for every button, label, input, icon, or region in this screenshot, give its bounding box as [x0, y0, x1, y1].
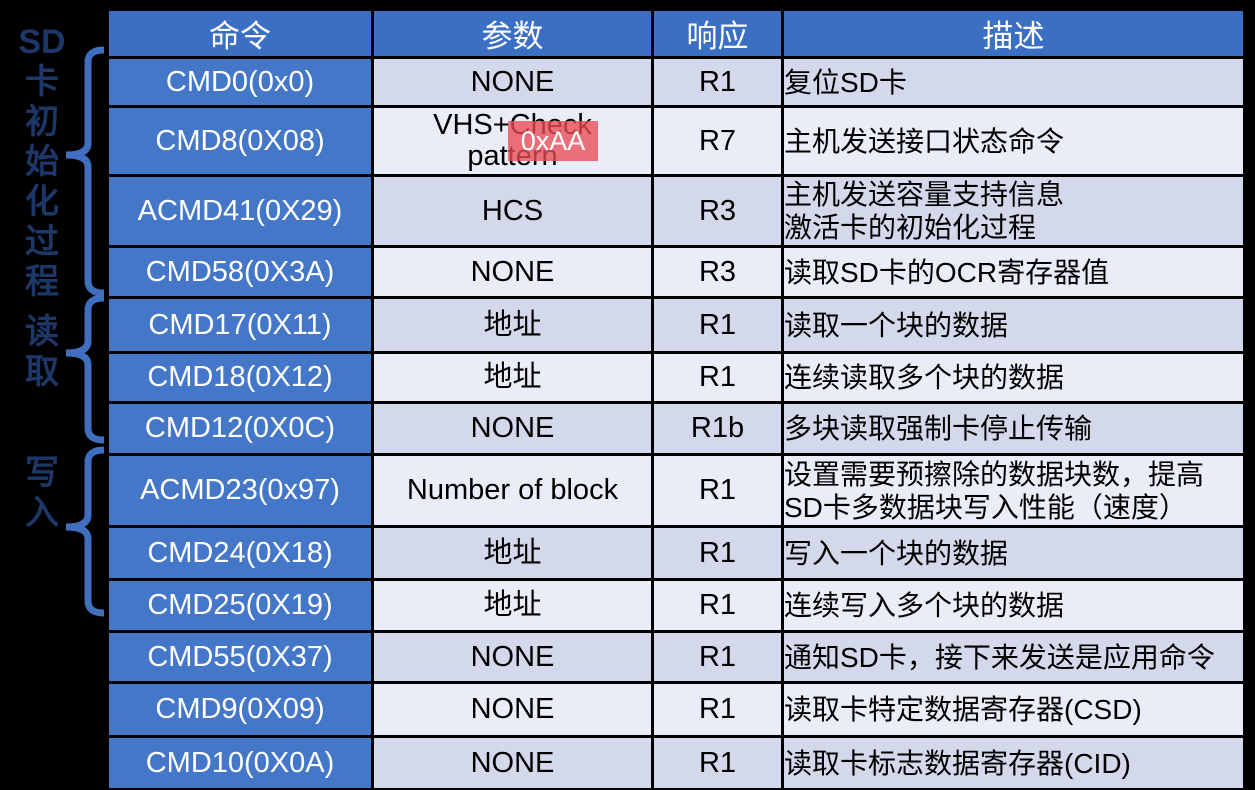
side-label-char: 取	[25, 353, 59, 391]
response-cell: R3	[651, 245, 784, 299]
table-row: CMD10(0X0A) NONE R1 读取卡标志数据寄存器(CID)	[106, 735, 1246, 790]
brace-write-group	[65, 446, 105, 617]
description-cell: 写入一个块的数据	[781, 525, 1246, 581]
table-row: CMD12(0X0C) NONE R1b 多块读取强制卡停止传输	[106, 401, 1246, 456]
response-cell: R3	[651, 174, 784, 248]
command-cell: CMD9(0X09)	[106, 681, 374, 738]
table-row: CMD58(0X3A) NONE R3 读取SD卡的OCR寄存器值	[106, 245, 1246, 299]
table-row: CMD55(0X37) NONE R1 通知SD卡，接下来发送是应用命令	[106, 630, 1246, 684]
table-row: CMD8(0X08) VHS+Check pattern R7 主机发送接口状态…	[106, 105, 1246, 177]
table-row: CMD25(0X19) 地址 R1 连续写入多个块的数据	[106, 578, 1246, 633]
parameter-cell: Number of block	[371, 453, 654, 528]
description-cell: 主机发送接口状态命令	[781, 105, 1246, 177]
parameter-cell: NONE	[371, 56, 654, 108]
header-description: 描述	[781, 8, 1246, 59]
description-cell: 通知SD卡，接下来发送是应用命令	[781, 630, 1246, 684]
parameter-cell: 地址	[371, 525, 654, 581]
side-label-char: 卡	[25, 63, 59, 101]
description-cell: 连续读取多个块的数据	[781, 351, 1246, 404]
parameter-cell: 地址	[371, 578, 654, 633]
command-cell: CMD17(0X11)	[106, 296, 374, 354]
side-label-char: 化	[25, 183, 59, 221]
parameter-cell: NONE	[371, 401, 654, 456]
description-cell: 读取卡标志数据寄存器(CID)	[781, 735, 1246, 790]
response-cell: R1	[651, 630, 784, 684]
command-cell: CMD0(0x0)	[106, 56, 374, 108]
response-cell: R1b	[651, 401, 784, 456]
description-cell: 多块读取强制卡停止传输	[781, 401, 1246, 456]
parameter-cell: NONE	[371, 735, 654, 790]
response-cell: R1	[651, 56, 784, 108]
response-cell: R1	[651, 681, 784, 738]
check-pattern-highlight: 0xAA	[508, 121, 598, 161]
description-cell: 读取SD卡的OCR寄存器值	[781, 245, 1246, 299]
response-cell: R1	[651, 351, 784, 404]
side-label-char: SD	[18, 23, 66, 61]
group-braces	[65, 46, 105, 617]
header-response: 响应	[651, 8, 784, 59]
table-row: CMD0(0x0) NONE R1 复位SD卡	[106, 56, 1246, 108]
response-cell: R1	[651, 525, 784, 581]
table-row: ACMD41(0X29) HCS R3 主机发送容量支持信息 激活卡的初始化过程	[106, 174, 1246, 248]
table-row: CMD17(0X11) 地址 R1 读取一个块的数据	[106, 296, 1246, 354]
side-label-read: 读 取	[2, 312, 82, 392]
table-row: CMD9(0X09) NONE R1 读取卡特定数据寄存器(CSD)	[106, 681, 1246, 738]
command-cell: CMD25(0X19)	[106, 578, 374, 633]
header-parameter: 参数	[371, 8, 654, 59]
header-command: 命令	[106, 8, 374, 59]
table-row: CMD24(0X18) 地址 R1 写入一个块的数据	[106, 525, 1246, 581]
description-cell: 读取卡特定数据寄存器(CSD)	[781, 681, 1246, 738]
header-row: 命令 参数 响应 描述	[106, 8, 1246, 59]
command-cell: CMD18(0X12)	[106, 351, 374, 404]
description-cell: 读取一个块的数据	[781, 296, 1246, 354]
side-label-char: 过	[25, 223, 59, 261]
brace-init-group	[65, 46, 105, 297]
parameter-cell: 地址	[371, 351, 654, 404]
side-label-char: 程	[25, 263, 59, 301]
response-cell: R1	[651, 735, 784, 790]
parameter-cell: HCS	[371, 174, 654, 248]
description-cell: 复位SD卡	[781, 56, 1246, 108]
description-cell: 连续写入多个块的数据	[781, 578, 1246, 633]
command-cell: CMD12(0X0C)	[106, 401, 374, 456]
command-cell: CMD55(0X37)	[106, 630, 374, 684]
response-cell: R1	[651, 578, 784, 633]
brace-read-group	[65, 294, 105, 444]
description-cell: 设置需要预擦除的数据块数，提高 SD卡多数据块写入性能（速度）	[781, 453, 1246, 528]
side-label-char: 写	[25, 454, 59, 492]
description-cell: 主机发送容量支持信息 激活卡的初始化过程	[781, 174, 1246, 248]
response-cell: R1	[651, 453, 784, 528]
sd-command-table: 命令 参数 响应 描述 CMD0(0x0) NONE R1 复位SD卡 CMD8…	[106, 8, 1246, 790]
side-label-char: 读	[25, 313, 59, 351]
response-cell: R7	[651, 105, 784, 177]
side-label-char: 初	[25, 103, 59, 141]
parameter-cell: NONE	[371, 630, 654, 684]
command-cell: CMD10(0X0A)	[106, 735, 374, 790]
side-label-write: 写 入	[2, 453, 82, 533]
side-label-char: 始	[25, 143, 59, 181]
command-cell: CMD58(0X3A)	[106, 245, 374, 299]
command-cell: CMD8(0X08)	[106, 105, 374, 177]
side-label-sd-init: SD 卡 初 始 化 过 程	[2, 22, 82, 302]
parameter-cell: 地址	[371, 296, 654, 354]
table-row: ACMD23(0x97) Number of block R1 设置需要预擦除的…	[106, 453, 1246, 528]
command-cell: CMD24(0X18)	[106, 525, 374, 581]
parameter-cell: NONE	[371, 681, 654, 738]
table-row: CMD18(0X12) 地址 R1 连续读取多个块的数据	[106, 351, 1246, 404]
side-label-char: 入	[25, 494, 59, 532]
command-cell: ACMD23(0x97)	[106, 453, 374, 528]
command-cell: ACMD41(0X29)	[106, 174, 374, 248]
response-cell: R1	[651, 296, 784, 354]
parameter-cell: NONE	[371, 245, 654, 299]
